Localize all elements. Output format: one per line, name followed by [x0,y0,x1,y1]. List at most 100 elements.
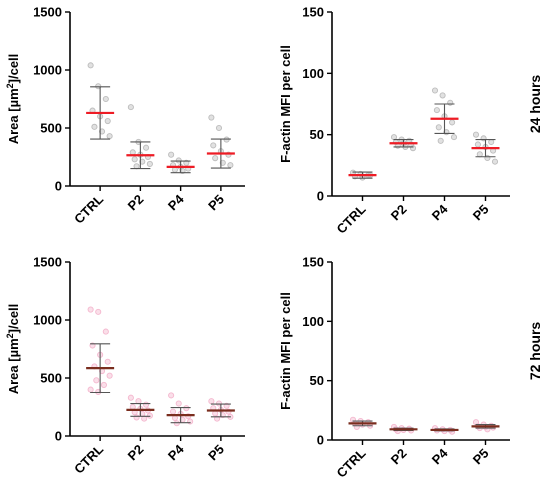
y-axis-title-unit: µm [6,88,21,107]
panel-factin-24h: 0 50 100 150 F-actin MFI per cell CTRL P2 P4 P5 2… [278,5,543,237]
data-point [175,157,182,164]
data-point [168,392,175,399]
data-point [91,123,98,130]
data-point [449,119,456,126]
x-tick-label: P4 [429,201,451,223]
y-tick-label: 100 [302,66,324,81]
y-tick-label: 50 [310,373,324,388]
y-tick-label: 1000 [33,313,62,328]
data-point [223,136,230,143]
data-point [139,158,146,165]
y-tick-label: 150 [302,5,324,20]
data-point [219,159,226,166]
x-tick-label: CTRL [333,445,368,480]
x-tick-label: P4 [165,441,187,463]
data-point [437,137,444,144]
x-tick-label: P5 [205,192,227,214]
x-tick-label: P2 [125,192,147,214]
data-point [431,87,439,94]
y-axis-title-text: Area [ [6,107,21,145]
data-point [102,328,109,335]
data-point [353,423,360,430]
y-tick-label: 1500 [33,255,62,270]
data-point [169,408,177,415]
data-point [476,151,483,158]
data-point [173,420,180,427]
x-tick-label: P4 [429,445,451,467]
y-tick-label: 0 [55,179,62,194]
data-point [106,133,113,140]
data-point [208,114,215,121]
y-axis-title-text: F-actin MFI per cell [278,45,293,163]
data-point [435,124,442,131]
y-tick-label: 500 [40,121,62,136]
y-axis-title: F-actin MFI per cell [278,45,293,163]
data-point [95,83,102,90]
data-point [98,128,106,135]
data-point [227,162,234,169]
data-point [215,124,223,132]
data-point [183,405,190,412]
data-point [87,386,94,393]
data-point [133,414,140,421]
data-point [143,401,150,408]
y-tick-label: 0 [55,429,62,444]
x-tick-label: P2 [125,442,147,464]
x-tick-label: P5 [205,442,227,464]
y-tick-label: 100 [302,314,324,329]
data-point [104,117,111,125]
y-axis-title: Area [µm2]/cell [5,54,21,145]
data-point [409,145,417,152]
data-point [210,142,217,149]
y-tick-label: 150 [302,255,324,270]
y-axis-title: Area [µm2]/cell [5,304,21,395]
panel-area-24h: 0 500 1000 1500 Area [µm2]/cell CTRL P2 P4 P5 [5,5,245,227]
data-point [208,398,215,405]
y-tick-label: 0 [317,433,324,448]
data-point [439,92,446,99]
x-tick-label: P2 [388,446,410,468]
data-point [104,358,111,365]
data-point [87,306,94,313]
y-tick-label: 50 [310,127,324,142]
y-axis-title-superscript: 2 [5,83,15,88]
data-point [474,141,481,148]
x-tick-label: P4 [165,191,187,213]
data-point [143,144,150,151]
y-axis-title-suffix: ]/cell [6,54,21,84]
data-point [168,151,175,158]
data-point [95,388,102,395]
data-point [87,62,94,69]
y-tick-label: 0 [317,189,324,204]
panel-area-72h: 0 500 1000 1500 Area [µm2]/cell CTRL P2 P4 P5 [5,255,245,477]
x-tick-label: P5 [470,446,492,468]
y-axis-title-text: Area [ [6,357,21,395]
y-axis-title: F-actin MFI per cell [278,292,293,410]
data-point [187,418,194,425]
y-axis-title-suffix: ]/cell [6,304,21,334]
data-point [146,412,153,419]
data-point [146,160,153,168]
data-point [215,400,223,407]
data-point [450,134,458,141]
x-tick-label: P2 [388,202,410,224]
x-tick-label: CTRL [71,441,106,476]
data-point [95,308,102,315]
data-point [102,95,109,103]
data-point [127,104,134,111]
panel-factin-72h: 0 50 100 150 F-actin MFI per cell CTRL P2 P4 P5 7… [278,255,543,481]
y-tick-label: 500 [40,371,62,386]
x-tick-label: P5 [470,202,492,224]
x-tick-label: CTRL [71,191,106,226]
y-tick-label: 1500 [33,5,62,20]
row-label: 72 hours [527,322,543,381]
data-point [127,394,134,401]
data-point [447,99,454,106]
data-point [212,155,219,162]
data-point [390,134,398,141]
row-label: 24 hours [527,75,543,134]
data-point [106,372,113,379]
data-point [93,377,100,384]
data-point [131,156,138,163]
